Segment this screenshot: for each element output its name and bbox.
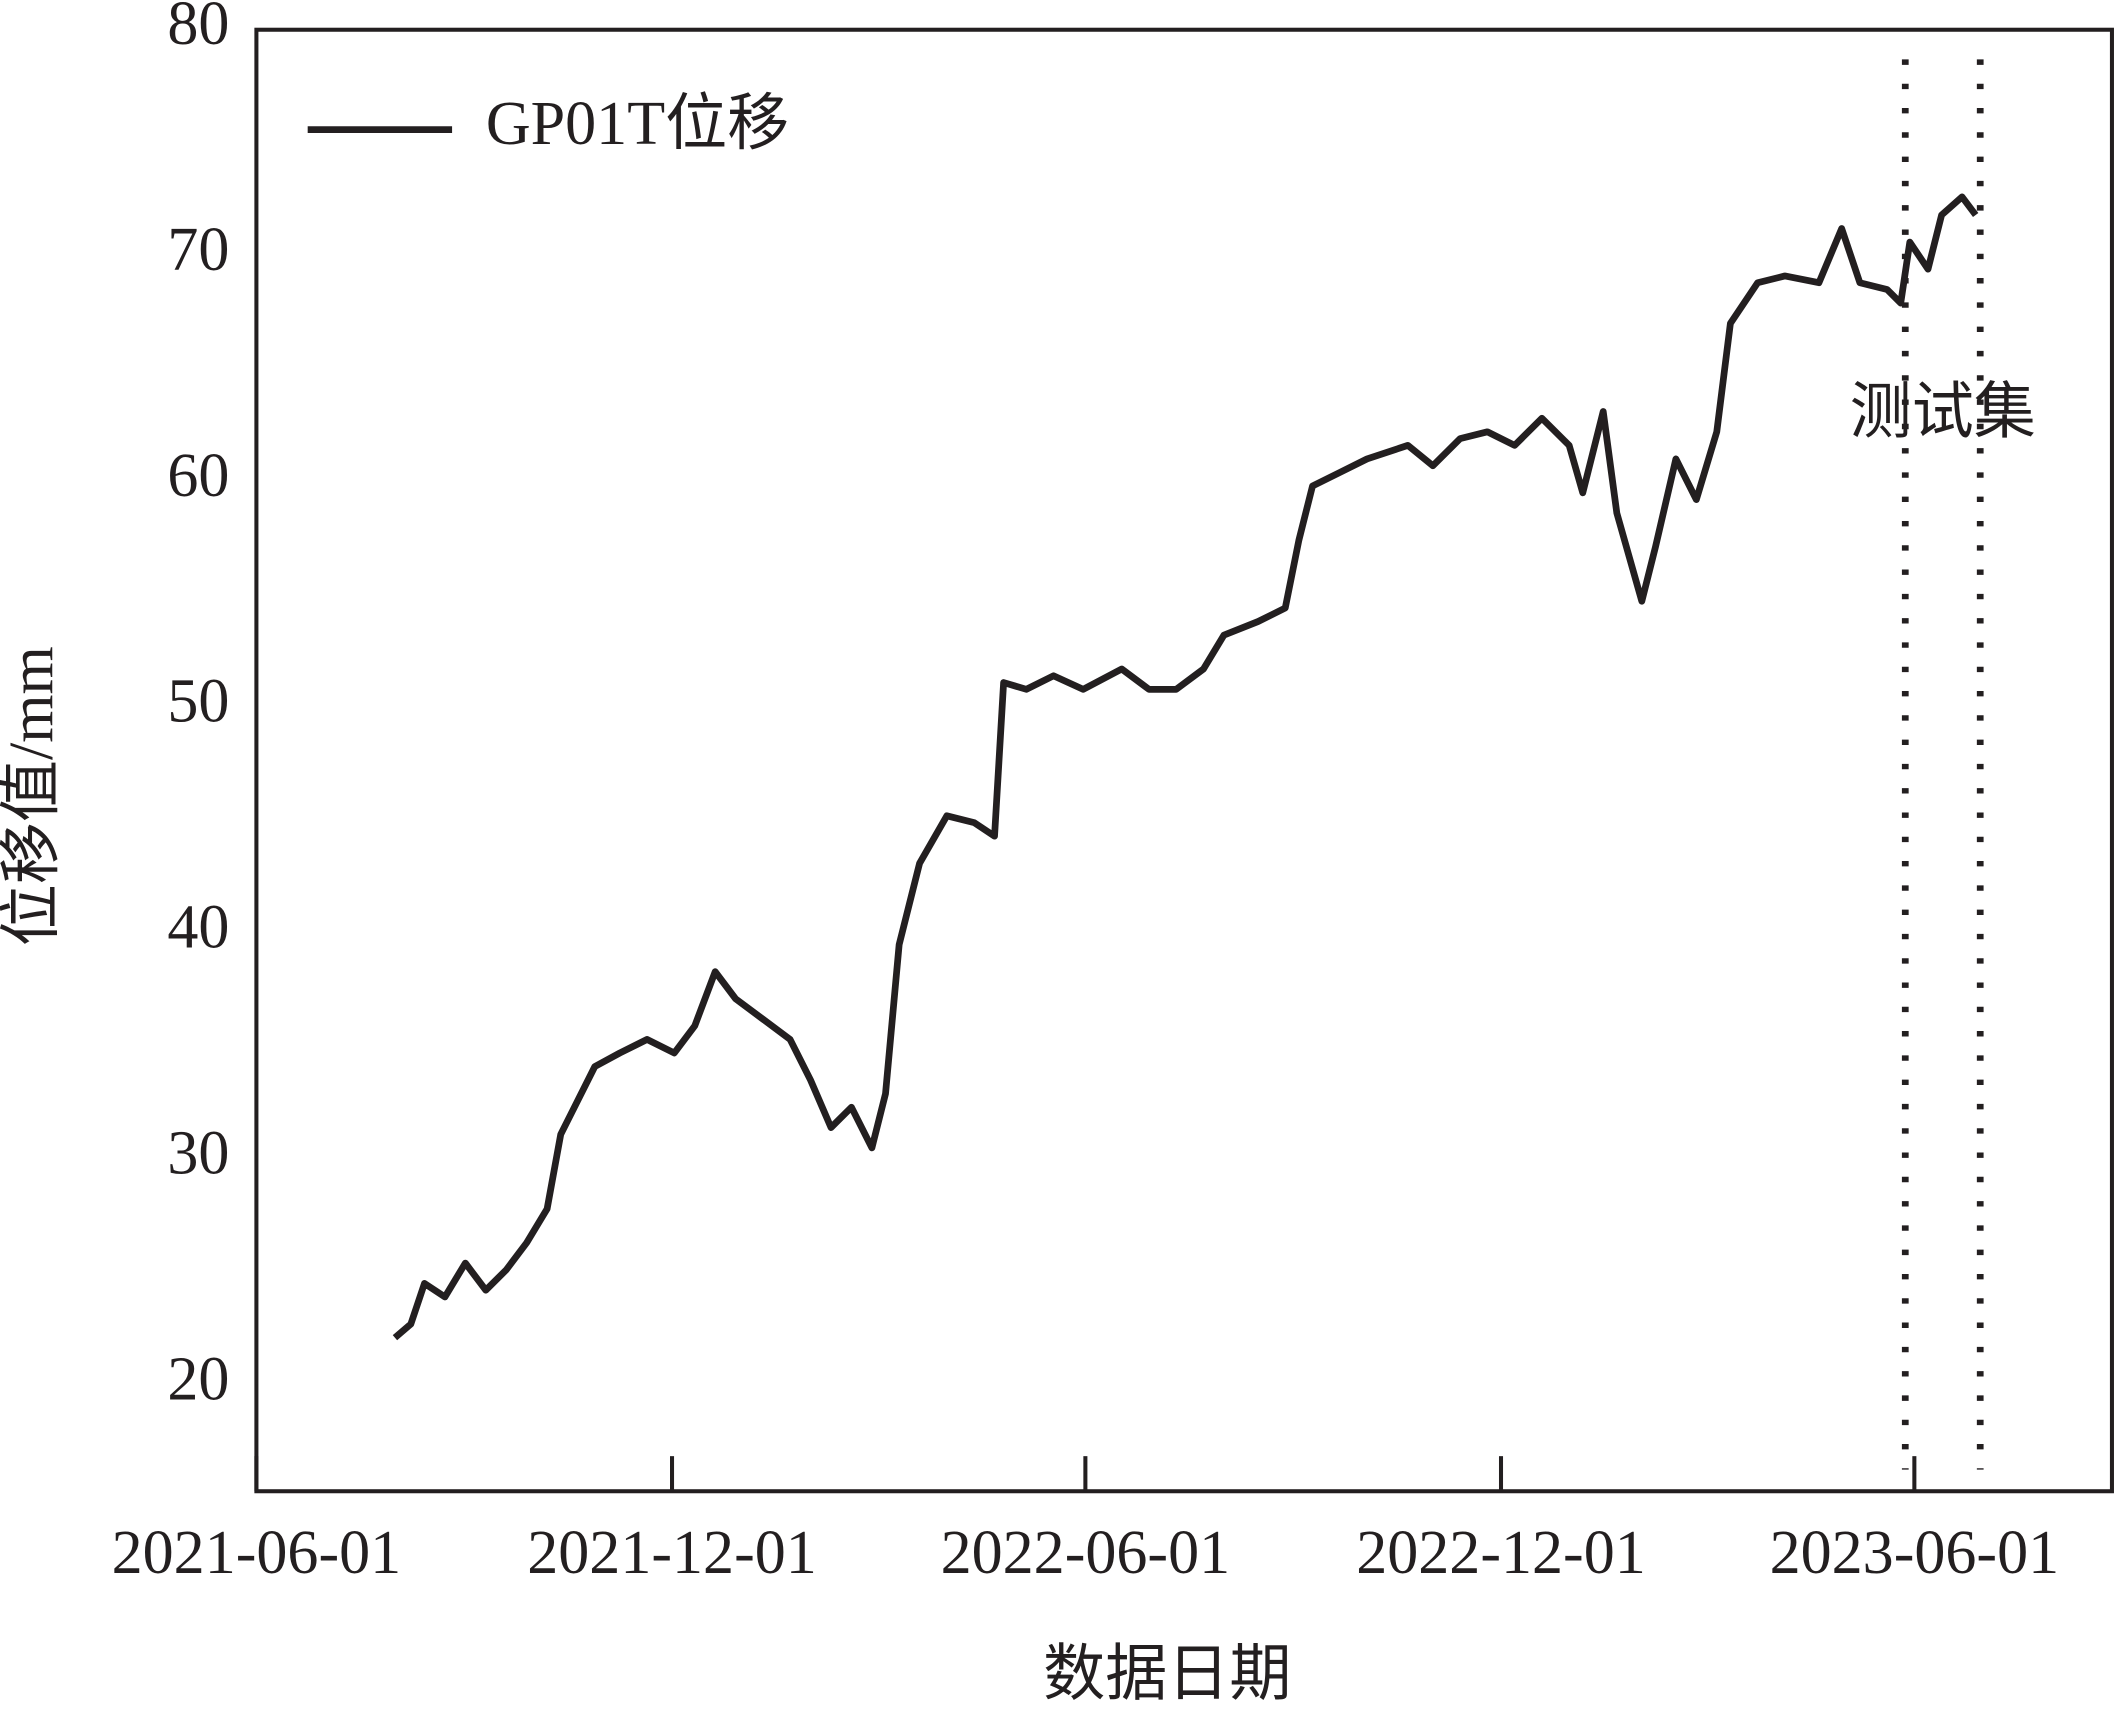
x-tick-label: 2022-12-01 xyxy=(1356,1519,1646,1587)
y-tick-label: 70 xyxy=(167,216,229,284)
x-tick-label: 2021-06-01 xyxy=(112,1519,402,1587)
annotation: 测试集 xyxy=(1850,379,2036,447)
x-tick-label: 2023-06-01 xyxy=(1770,1519,2060,1587)
plot-frame xyxy=(254,27,2114,1494)
x-tick-label: 2021-12-01 xyxy=(527,1519,817,1587)
y-tick-label: 30 xyxy=(167,1119,229,1187)
y-axis-label: 位移值/mm xyxy=(0,646,66,946)
x-axis-label: 数据日期 xyxy=(1043,1640,1291,1708)
y-tick-label: 40 xyxy=(167,894,229,962)
legend-label: GP01T位移 xyxy=(486,90,789,158)
y-tick-label: 50 xyxy=(167,668,229,736)
y-tick-label: 20 xyxy=(167,1345,229,1413)
y-tick-label: 80 xyxy=(167,0,229,58)
y-tick-label: 60 xyxy=(167,442,229,510)
data-line xyxy=(392,193,1979,1341)
x-tick-label: 2022-06-01 xyxy=(941,1519,1231,1587)
